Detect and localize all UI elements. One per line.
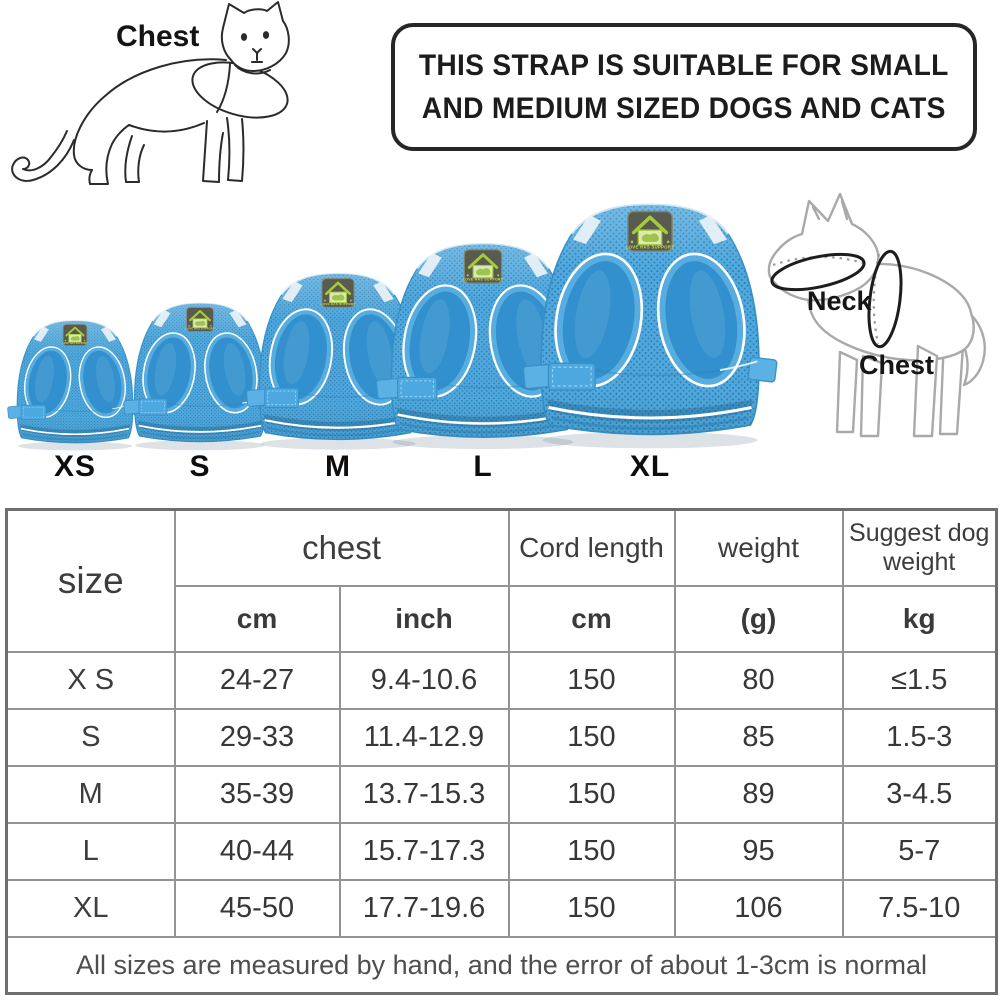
table-row-l: L 40-44 15.7-17.3 150 95 5-7 xyxy=(5,822,998,881)
size-label-xs: XS xyxy=(53,450,97,483)
cell-chest-cm: 24-27 xyxy=(173,651,341,710)
cell-suggest: ≤1.5 xyxy=(841,651,998,710)
table-row-s: S 29-33 11.4-12.9 150 85 1.5-3 xyxy=(5,708,998,767)
cat-measure-figure: Chest xyxy=(4,0,320,200)
col-header-weight: weight xyxy=(673,508,844,587)
harness-illustration xyxy=(5,318,145,452)
cell-chest-inch: 15.7-17.3 xyxy=(338,822,510,881)
cell-chest-inch: 17.7-19.6 xyxy=(338,879,510,938)
col-header-chest: chest xyxy=(173,508,510,587)
cell-weight: 95 xyxy=(673,822,844,881)
size-label-s: S xyxy=(189,450,211,483)
cell-chest-inch: 9.4-10.6 xyxy=(338,651,510,710)
unit-chest-cm: cm xyxy=(173,585,341,653)
col-header-size: size xyxy=(5,508,176,653)
cell-chest-cm: 40-44 xyxy=(173,822,341,881)
dog-chest-ring xyxy=(867,249,903,349)
size-label-xl: XL xyxy=(629,450,671,483)
cell-size: XL xyxy=(5,879,176,938)
cell-chest-cm: 29-33 xyxy=(173,708,341,767)
size-label-m: M xyxy=(325,450,351,483)
cell-chest-cm: 35-39 xyxy=(173,765,341,824)
unit-suggest-kg: kg xyxy=(841,585,998,653)
unit-weight-g: (g) xyxy=(673,585,844,653)
cell-cord: 150 xyxy=(507,651,676,710)
size-label-l: L xyxy=(473,450,493,483)
claim-line-2: AND MEDIUM SIZED DOGS AND CATS xyxy=(422,92,946,125)
dog-line-art xyxy=(767,192,986,438)
cell-chest-inch: 13.7-15.3 xyxy=(338,765,510,824)
cell-weight: 80 xyxy=(673,651,844,710)
col-header-cord-length: Cord length xyxy=(507,508,676,587)
cell-weight: 89 xyxy=(673,765,844,824)
cell-suggest: 1.5-3 xyxy=(841,708,998,767)
cell-weight: 106 xyxy=(673,879,844,938)
cell-size: S xyxy=(5,708,176,767)
cell-cord: 150 xyxy=(507,708,676,767)
cell-chest-inch: 11.4-12.9 xyxy=(338,708,510,767)
size-table: size chest Cord length weight Suggest do… xyxy=(5,508,998,995)
cell-suggest: 3-4.5 xyxy=(841,765,998,824)
table-row-m: M 35-39 13.7-15.3 150 89 3-4.5 xyxy=(5,765,998,824)
table-row-xs: X S 24-27 9.4-10.6 150 80 ≤1.5 xyxy=(5,651,998,710)
cell-cord: 150 xyxy=(507,822,676,881)
col-header-suggest-dog-weight: Suggest dog weight xyxy=(841,508,998,587)
dog-measure-figure: Neck Chest xyxy=(756,186,998,458)
dog-neck-ring xyxy=(770,252,866,292)
harness-xs xyxy=(5,315,145,453)
harness-illustration xyxy=(524,194,776,453)
cell-size: L xyxy=(5,822,176,881)
dog-chest-label: Chest xyxy=(859,350,935,380)
table-row-xl: XL 45-50 17.7-19.6 150 106 7.5-10 xyxy=(5,879,998,938)
suitability-claim-box: THIS STRAP IS SUITABLE FOR SMALL AND MED… xyxy=(391,23,977,151)
cell-cord: 150 xyxy=(507,765,676,824)
cell-size: X S xyxy=(5,651,176,710)
cell-weight: 85 xyxy=(673,708,844,767)
cell-cord: 150 xyxy=(507,879,676,938)
cat-chest-label: Chest xyxy=(116,20,200,53)
cell-suggest: 7.5-10 xyxy=(841,879,998,938)
cell-chest-cm: 45-50 xyxy=(173,879,341,938)
claim-line-1: THIS STRAP IS SUITABLE FOR SMALL xyxy=(419,49,949,82)
cat-line-art xyxy=(11,1,290,185)
unit-cord-cm: cm xyxy=(507,585,676,653)
unit-chest-inch: inch xyxy=(338,585,510,653)
harness-xl xyxy=(524,194,776,453)
cell-size: M xyxy=(5,765,176,824)
dog-neck-label: Neck xyxy=(807,286,872,316)
cell-suggest: 5-7 xyxy=(841,822,998,881)
measurement-footnote: All sizes are measured by hand, and the … xyxy=(5,936,998,995)
